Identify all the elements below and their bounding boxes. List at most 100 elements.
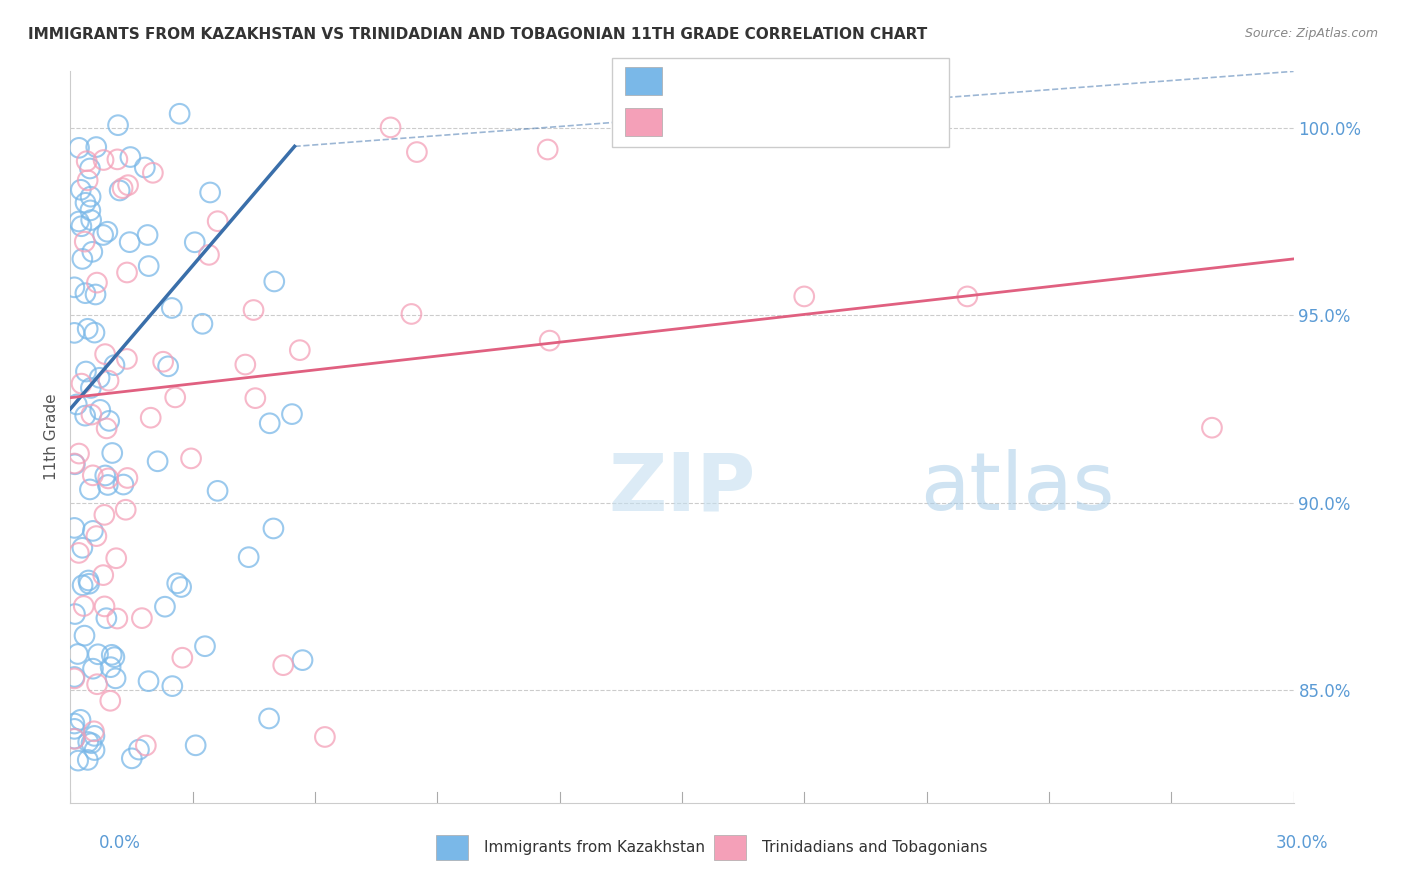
Point — [79, 190, 101, 204]
Point — [162, 679, 184, 693]
Point — [191, 317, 214, 331]
Point — [75, 286, 97, 301]
Point — [93, 153, 115, 167]
Point — [114, 502, 136, 516]
Point — [135, 739, 157, 753]
Point — [153, 599, 176, 614]
Point — [233, 358, 256, 372]
Point — [76, 173, 98, 187]
Point — [257, 711, 280, 725]
Point — [63, 607, 86, 621]
Point — [103, 650, 125, 665]
Point — [180, 451, 202, 466]
Point — [63, 672, 86, 686]
Point — [281, 407, 304, 421]
Point — [131, 611, 153, 625]
Point — [380, 120, 402, 135]
Point — [72, 252, 94, 266]
Bar — [626, 67, 662, 95]
Point — [80, 408, 103, 422]
Point — [184, 739, 207, 753]
Point — [83, 729, 105, 743]
Point — [538, 334, 561, 348]
Point — [96, 225, 118, 239]
Point — [115, 265, 138, 279]
Point — [69, 183, 91, 197]
Point — [138, 674, 160, 689]
Text: Immigrants from Kazakhstan: Immigrants from Kazakhstan — [484, 840, 704, 855]
Point — [401, 307, 423, 321]
Point — [170, 580, 193, 594]
Point — [263, 275, 285, 289]
Point — [134, 161, 156, 175]
Point — [75, 195, 97, 210]
Point — [105, 153, 128, 167]
Point — [238, 550, 260, 565]
Point — [84, 287, 107, 301]
Point — [138, 259, 160, 273]
Point — [91, 568, 114, 582]
Point — [166, 576, 188, 591]
Point — [97, 478, 120, 492]
Point — [66, 647, 89, 661]
Point — [80, 381, 103, 395]
Point — [79, 203, 101, 218]
Text: ZIP: ZIP — [609, 450, 756, 527]
Point — [73, 599, 96, 613]
Point — [72, 541, 94, 555]
Point — [291, 653, 314, 667]
Point — [84, 140, 107, 154]
Point — [93, 508, 115, 522]
Point — [97, 471, 120, 485]
Point — [82, 524, 104, 538]
Point — [112, 477, 135, 491]
Point — [67, 141, 90, 155]
Point — [146, 454, 169, 468]
Point — [97, 374, 120, 388]
Point — [76, 154, 98, 169]
Point — [96, 611, 118, 625]
Point — [76, 753, 98, 767]
Text: atlas: atlas — [921, 450, 1115, 527]
Point — [288, 343, 311, 358]
Point — [79, 483, 101, 497]
Point — [142, 166, 165, 180]
Point — [107, 118, 129, 132]
Text: R = 0.282: R = 0.282 — [676, 113, 766, 131]
Point — [70, 376, 93, 391]
Point — [406, 145, 429, 159]
Point — [128, 742, 150, 756]
Point — [172, 650, 194, 665]
Point — [83, 724, 105, 739]
Point — [94, 347, 117, 361]
Point — [100, 660, 122, 674]
Point — [77, 576, 100, 591]
Point — [136, 227, 159, 242]
Bar — [714, 835, 745, 860]
Point — [245, 391, 267, 405]
Point — [86, 677, 108, 691]
Point — [63, 326, 86, 340]
Point — [118, 235, 141, 249]
Point — [194, 639, 217, 653]
Point — [198, 248, 221, 262]
Point — [75, 409, 97, 423]
Point — [115, 351, 138, 366]
Point — [105, 611, 128, 625]
Point — [63, 457, 86, 471]
Point — [67, 754, 90, 768]
Point — [83, 743, 105, 757]
Point — [98, 414, 121, 428]
Point — [67, 214, 90, 228]
Point — [63, 731, 86, 746]
Point — [63, 731, 86, 746]
Point — [262, 521, 284, 535]
Point — [117, 178, 139, 193]
Point — [82, 662, 104, 676]
Point — [184, 235, 207, 250]
Point — [87, 648, 110, 662]
Point — [86, 276, 108, 290]
Text: 30.0%: 30.0% — [1277, 834, 1329, 852]
Text: Trinidadians and Tobagonians: Trinidadians and Tobagonians — [762, 840, 987, 855]
Point — [105, 551, 128, 566]
